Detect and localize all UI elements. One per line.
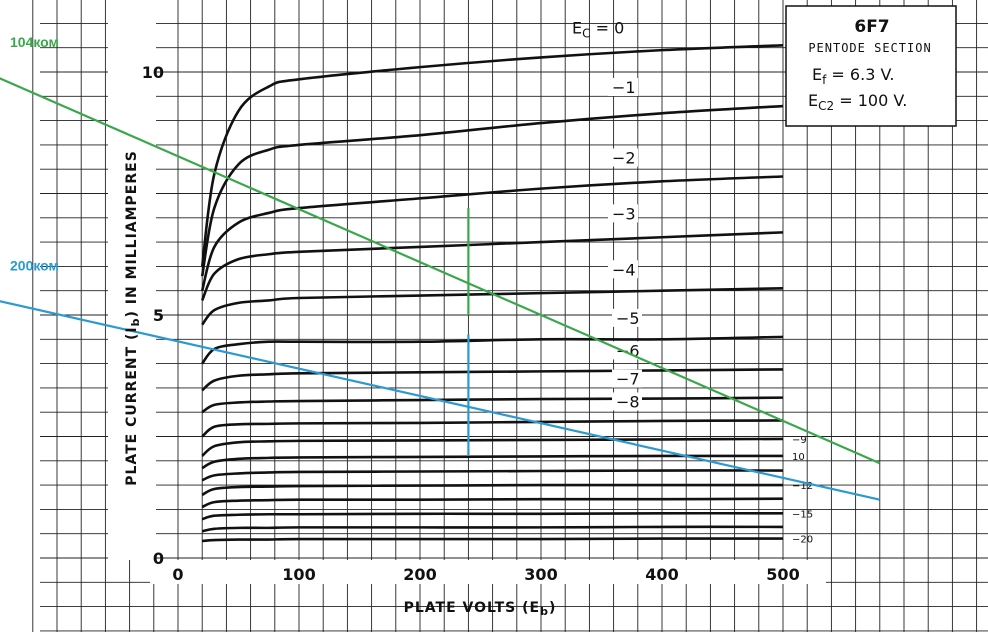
curve-label-ec-2: −2 bbox=[612, 148, 636, 167]
plate-curve-ec-9 bbox=[201, 437, 784, 457]
plate-curve-ec-7 bbox=[201, 396, 784, 414]
plate-curve-ec-17 bbox=[201, 525, 784, 533]
plate-curve-ec-6 bbox=[201, 368, 784, 392]
curve-label-bg bbox=[608, 148, 638, 167]
curve-label-ec-8: −8 bbox=[616, 392, 640, 411]
curve-label-ec-4: −4 bbox=[612, 260, 636, 279]
info-box: 6F7 PENTODE SECTION Ef = 6.3 V. EC2 = 10… bbox=[785, 5, 957, 127]
x-tick-label: 200 bbox=[403, 565, 436, 584]
curve-label-ec-3: −3 bbox=[612, 204, 636, 223]
plate-curve-ec-20 bbox=[202, 537, 784, 543]
plate-curves bbox=[200, 43, 784, 543]
curve-label-ec0: EC = 0 bbox=[572, 18, 624, 40]
curve-label-ec-12: −12 bbox=[792, 481, 813, 492]
plate-curve-ec-11 bbox=[201, 469, 784, 482]
load-line-label-1: 104ком bbox=[10, 34, 59, 50]
y-tick-label: 0 bbox=[153, 549, 164, 568]
plate-curve-ec-12 bbox=[201, 483, 783, 496]
plate-curve-ec0 bbox=[200, 43, 784, 267]
screen-voltage: EC2 = 100 V. bbox=[808, 91, 907, 113]
plate-curve-ec-10 bbox=[201, 454, 784, 470]
curve-label-ec-7: −7 bbox=[616, 370, 640, 389]
curve-label-ec-9: −9 bbox=[792, 435, 807, 446]
x-tick-label: 0 bbox=[172, 565, 183, 584]
y-label-band bbox=[108, 0, 156, 560]
x-tick-label: 500 bbox=[766, 565, 799, 584]
x-axis-label: PLATE VOLTS (Eb) bbox=[404, 600, 557, 618]
tube-type: 6F7 bbox=[854, 17, 889, 37]
curve-label-bg bbox=[612, 369, 642, 388]
curve-label-bg bbox=[608, 204, 638, 223]
section-name: PENTODE SECTION bbox=[808, 41, 931, 55]
plate-curve-ec-13 bbox=[201, 497, 784, 509]
x-tick-label: 300 bbox=[524, 565, 557, 584]
curve-label-bg bbox=[608, 260, 638, 279]
load-lines: 104ком 200ком bbox=[0, 34, 881, 501]
plate-curve-ec-5 bbox=[201, 335, 784, 365]
filament-voltage: Ef = 6.3 V. bbox=[812, 65, 894, 87]
curve-labels: EC = 0−1−2−3−4−5−6−7−8−910−12−15−20 bbox=[572, 18, 813, 545]
plate-curve-ec-8 bbox=[201, 419, 784, 438]
y-axis-label: PLATE CURRENT (Ib) IN MILLIAMPERES bbox=[124, 150, 142, 486]
curve-label-ec-20: −20 bbox=[792, 535, 813, 546]
load-line-2 bbox=[0, 300, 881, 501]
x-tick-label: 100 bbox=[282, 565, 315, 584]
curve-label-ec-10: 10 bbox=[792, 452, 805, 463]
load-line-label-2: 200ком bbox=[10, 257, 59, 273]
plate-curve-ec-2 bbox=[200, 175, 784, 292]
curve-label-ec-5: −5 bbox=[616, 309, 640, 328]
load-line-1 bbox=[0, 77, 881, 465]
plate-curve-ec-15 bbox=[201, 511, 784, 521]
axis-ticks: 0 100 200 300 400 500 0 5 10 bbox=[142, 63, 800, 584]
curve-label-bg bbox=[612, 392, 642, 411]
y-tick-label: 10 bbox=[142, 63, 164, 82]
plate-curve-ec-1 bbox=[200, 104, 784, 277]
plate-curve-ec-3 bbox=[200, 231, 784, 301]
curve-label-ec-1: −1 bbox=[612, 78, 636, 97]
x-tick-band bbox=[150, 560, 826, 584]
plate-curve-ec-4 bbox=[201, 286, 784, 326]
curve-label-ec-15: −15 bbox=[792, 509, 813, 520]
y-tick-label: 5 bbox=[153, 306, 164, 325]
curve-label-bg bbox=[612, 308, 642, 327]
x-tick-label: 400 bbox=[645, 565, 678, 584]
curve-label-bg bbox=[608, 78, 638, 97]
